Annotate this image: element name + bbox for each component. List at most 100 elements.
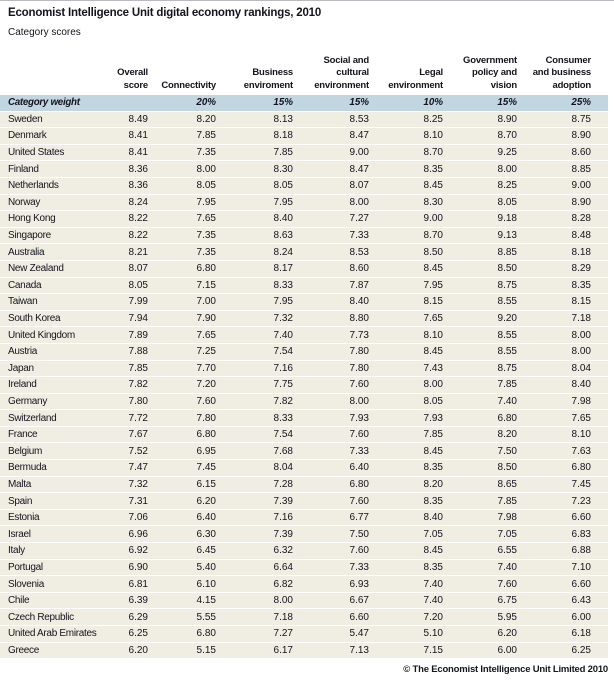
country-cell: Sweden (8, 113, 43, 125)
country-cell: Ireland (8, 379, 37, 391)
score-cell: 6.80 (196, 628, 216, 640)
score-cell: 6.10 (196, 578, 216, 590)
score-cell: 7.99 (128, 296, 148, 308)
score-cell: 8.47 (349, 163, 369, 175)
score-cell: 7.16 (273, 362, 293, 374)
table-row: South Korea 7.94 7.90 7.32 8.80 7.65 9.2… (0, 310, 608, 328)
score-cell: 9.00 (571, 180, 591, 192)
country-cell: Italy (8, 545, 25, 557)
score-cell: 7.85 (273, 147, 293, 159)
score-cell: 6.80 (196, 429, 216, 441)
score-cell: 6.00 (497, 644, 517, 656)
score-cell: 5.55 (196, 611, 216, 623)
country-cell: Norway (8, 196, 41, 208)
score-cell: 8.00 (571, 346, 591, 358)
score-cell: 7.18 (273, 611, 293, 623)
country-cell: Slovenia (8, 578, 44, 590)
score-cell: 6.88 (571, 545, 591, 557)
score-cell: 7.50 (349, 528, 369, 540)
score-cell: 8.33 (273, 412, 293, 424)
country-cell: Canada (8, 279, 42, 291)
score-cell: 6.75 (497, 595, 517, 607)
score-cell: 6.92 (128, 545, 148, 557)
score-cell: 6.80 (349, 478, 369, 490)
score-cell: 7.65 (196, 213, 216, 225)
score-cell: 6.25 (128, 628, 148, 640)
score-cell: 6.25 (571, 644, 591, 656)
score-cell: 6.15 (196, 478, 216, 490)
score-cell: 7.54 (273, 429, 293, 441)
score-cell: 8.41 (128, 130, 148, 142)
score-cell: 7.60 (349, 379, 369, 391)
table-row: Norway 8.24 7.95 7.95 8.00 8.30 8.05 8.9… (0, 194, 608, 212)
score-cell: 6.00 (571, 611, 591, 623)
page-title: Economist Intelligence Unit digital econ… (8, 7, 322, 19)
score-cell: 8.20 (196, 113, 216, 125)
country-cell: United States (8, 147, 65, 159)
score-cell: 7.65 (423, 313, 443, 325)
score-cell: 6.60 (571, 512, 591, 524)
header-legal-environment: Legal environment (388, 67, 443, 91)
country-cell: Japan (8, 362, 34, 374)
score-cell: 5.95 (497, 611, 517, 623)
weight-consumer: 25% (571, 97, 591, 109)
score-cell: 8.45 (423, 346, 443, 358)
score-cell: 8.45 (423, 180, 443, 192)
score-cell: 7.43 (423, 362, 443, 374)
score-cell: 9.13 (497, 230, 517, 242)
score-cell: 6.20 (196, 495, 216, 507)
score-cell: 7.70 (196, 362, 216, 374)
score-cell: 8.49 (128, 113, 148, 125)
score-cell: 8.70 (497, 130, 517, 142)
score-cell: 8.20 (423, 478, 443, 490)
score-cell: 7.33 (349, 445, 369, 457)
score-cell: 8.35 (423, 495, 443, 507)
score-cell: 7.80 (349, 362, 369, 374)
score-cell: 7.60 (497, 578, 517, 590)
score-cell: 7.40 (497, 395, 517, 407)
table-row: Greece 6.20 5.15 6.17 7.13 7.15 6.00 6.2… (0, 642, 608, 660)
table-body: Sweden 8.49 8.20 8.13 8.53 8.25 8.90 8.7… (0, 111, 614, 660)
score-cell: 7.60 (349, 429, 369, 441)
score-cell: 8.24 (128, 196, 148, 208)
score-cell: 8.45 (423, 263, 443, 275)
header-social-cultural-environment: Social and cultural environment (314, 54, 369, 91)
score-cell: 8.36 (128, 180, 148, 192)
score-cell: 8.41 (128, 147, 148, 159)
table-row: Germany 7.80 7.60 7.82 8.00 8.05 7.40 7.… (0, 393, 608, 411)
score-cell: 8.36 (128, 163, 148, 175)
score-cell: 7.98 (571, 395, 591, 407)
score-cell: 8.45 (423, 445, 443, 457)
score-cell: 8.90 (497, 113, 517, 125)
score-cell: 7.98 (497, 512, 517, 524)
score-cell: 7.45 (196, 462, 216, 474)
table-row: United States 8.41 7.35 7.85 9.00 8.70 9… (0, 144, 608, 162)
table-row: Austria 7.88 7.25 7.54 7.80 8.45 8.55 8.… (0, 343, 608, 361)
score-cell: 8.28 (571, 213, 591, 225)
score-cell: 7.95 (423, 279, 443, 291)
score-cell: 6.20 (497, 628, 517, 640)
score-cell: 6.20 (128, 644, 148, 656)
country-cell: Belgium (8, 445, 43, 457)
table-row: Singapore 8.22 7.35 8.63 7.33 8.70 9.13 … (0, 227, 608, 245)
score-cell: 7.90 (196, 313, 216, 325)
score-cell: 8.50 (423, 246, 443, 258)
score-cell: 8.10 (423, 329, 443, 341)
score-cell: 7.15 (423, 644, 443, 656)
score-cell: 7.73 (349, 329, 369, 341)
score-cell: 6.80 (196, 263, 216, 275)
score-cell: 7.40 (273, 329, 293, 341)
country-cell: Germany (8, 395, 48, 407)
score-cell: 8.80 (349, 313, 369, 325)
score-cell: 7.25 (196, 346, 216, 358)
score-cell: 6.93 (349, 578, 369, 590)
weight-legal: 10% (423, 97, 443, 109)
score-cell: 8.20 (497, 429, 517, 441)
page-subtitle: Category scores (8, 27, 81, 38)
country-cell: Estonia (8, 512, 40, 524)
score-cell: 9.18 (497, 213, 517, 225)
table-row: Switzerland 7.72 7.80 8.33 7.93 7.93 6.8… (0, 410, 608, 427)
header-government-policy-vision: Government policy and vision (463, 54, 517, 91)
score-cell: 7.06 (128, 512, 148, 524)
score-cell: 8.65 (497, 478, 517, 490)
